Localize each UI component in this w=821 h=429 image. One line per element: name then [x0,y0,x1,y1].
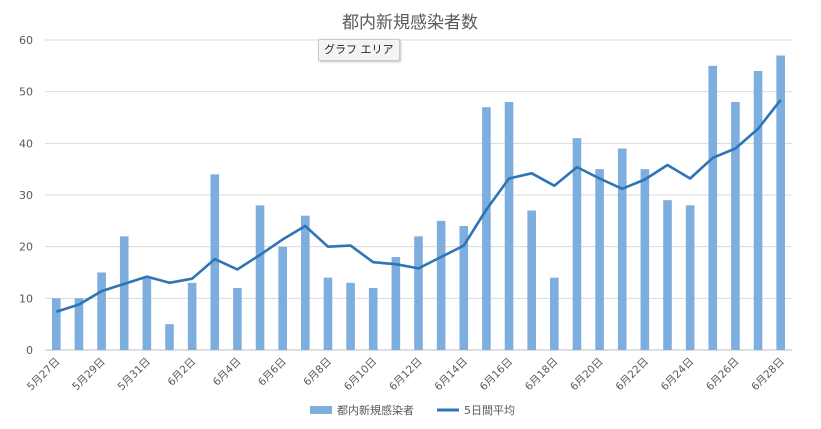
y-tick-label: 50 [19,86,33,99]
x-tick-label: 6月2日 [165,356,198,389]
bar [52,298,61,350]
bar [233,288,242,350]
bar [187,282,197,350]
bar [255,205,265,350]
y-tick-label: 10 [19,292,33,305]
chart-area-tooltip: グラフ エリア [318,39,400,61]
bar [436,220,446,350]
bar [119,236,129,350]
x-tick-label: 6月22日 [613,356,651,394]
x-tick-label: 6月20日 [568,356,606,394]
bar [165,324,174,350]
bar [346,282,355,350]
bar [97,272,106,350]
bar [368,288,378,350]
x-tick-label: 6月14日 [432,356,470,394]
bar [301,215,310,350]
legend: 都内新規感染者 5日間平均 [310,403,515,417]
x-tick-label: 6月28日 [749,356,787,394]
legend-bar-label: 都内新規感染者 [337,403,414,417]
bar [142,277,152,350]
bar [595,169,604,350]
bar [550,277,559,350]
bar [74,298,84,350]
x-tick-label: 6月12日 [387,356,425,394]
x-tick-label: 6月16日 [478,356,516,394]
bar [776,55,785,350]
bar [753,71,763,350]
y-tick-label: 20 [19,241,33,254]
y-tick-label: 30 [19,189,33,202]
bar [391,257,401,350]
y-tick-label: 60 [19,34,33,47]
bar [414,236,423,350]
bar [731,102,740,350]
x-tick-label: 6月24日 [659,356,697,394]
x-tick-label: 5月27日 [25,356,63,394]
x-tick-label: 6月8日 [301,356,334,389]
x-tick-label: 5月29日 [70,356,108,394]
x-tick-label: 6月26日 [704,356,742,394]
x-tick-label: 5月31日 [115,356,153,394]
y-axis-labels: 0 10 20 30 40 50 60 [19,34,33,357]
average-line [55,99,782,314]
bar [459,226,469,350]
x-tick-label: 6月10日 [342,356,380,394]
bar [640,169,650,350]
bar [482,107,491,351]
bar [685,205,695,350]
x-tick-label: 6月4日 [211,356,244,389]
bar [210,174,220,350]
bar [708,65,718,350]
x-tick-label: 6月18日 [523,356,561,394]
x-tick-label: 6月6日 [256,356,289,389]
bar [323,277,333,350]
bar [663,200,672,350]
chart-title: 都内新規感染者数 [342,13,478,33]
bar [572,138,582,350]
bar [617,148,627,350]
y-tick-label: 40 [19,137,33,150]
bar [527,210,536,350]
legend-line-label: 5日間平均 [464,404,515,417]
bar [504,102,514,350]
legend-bar-swatch [310,406,332,414]
line-series [55,99,782,314]
x-axis-labels: 5月27日 5月29日 5月31日 6月2日 6月4日 6月6日 6月8日 6月10日 6月12… [25,356,787,394]
bar-series [52,55,785,351]
bar [278,246,287,350]
y-tick-label: 0 [26,344,33,357]
